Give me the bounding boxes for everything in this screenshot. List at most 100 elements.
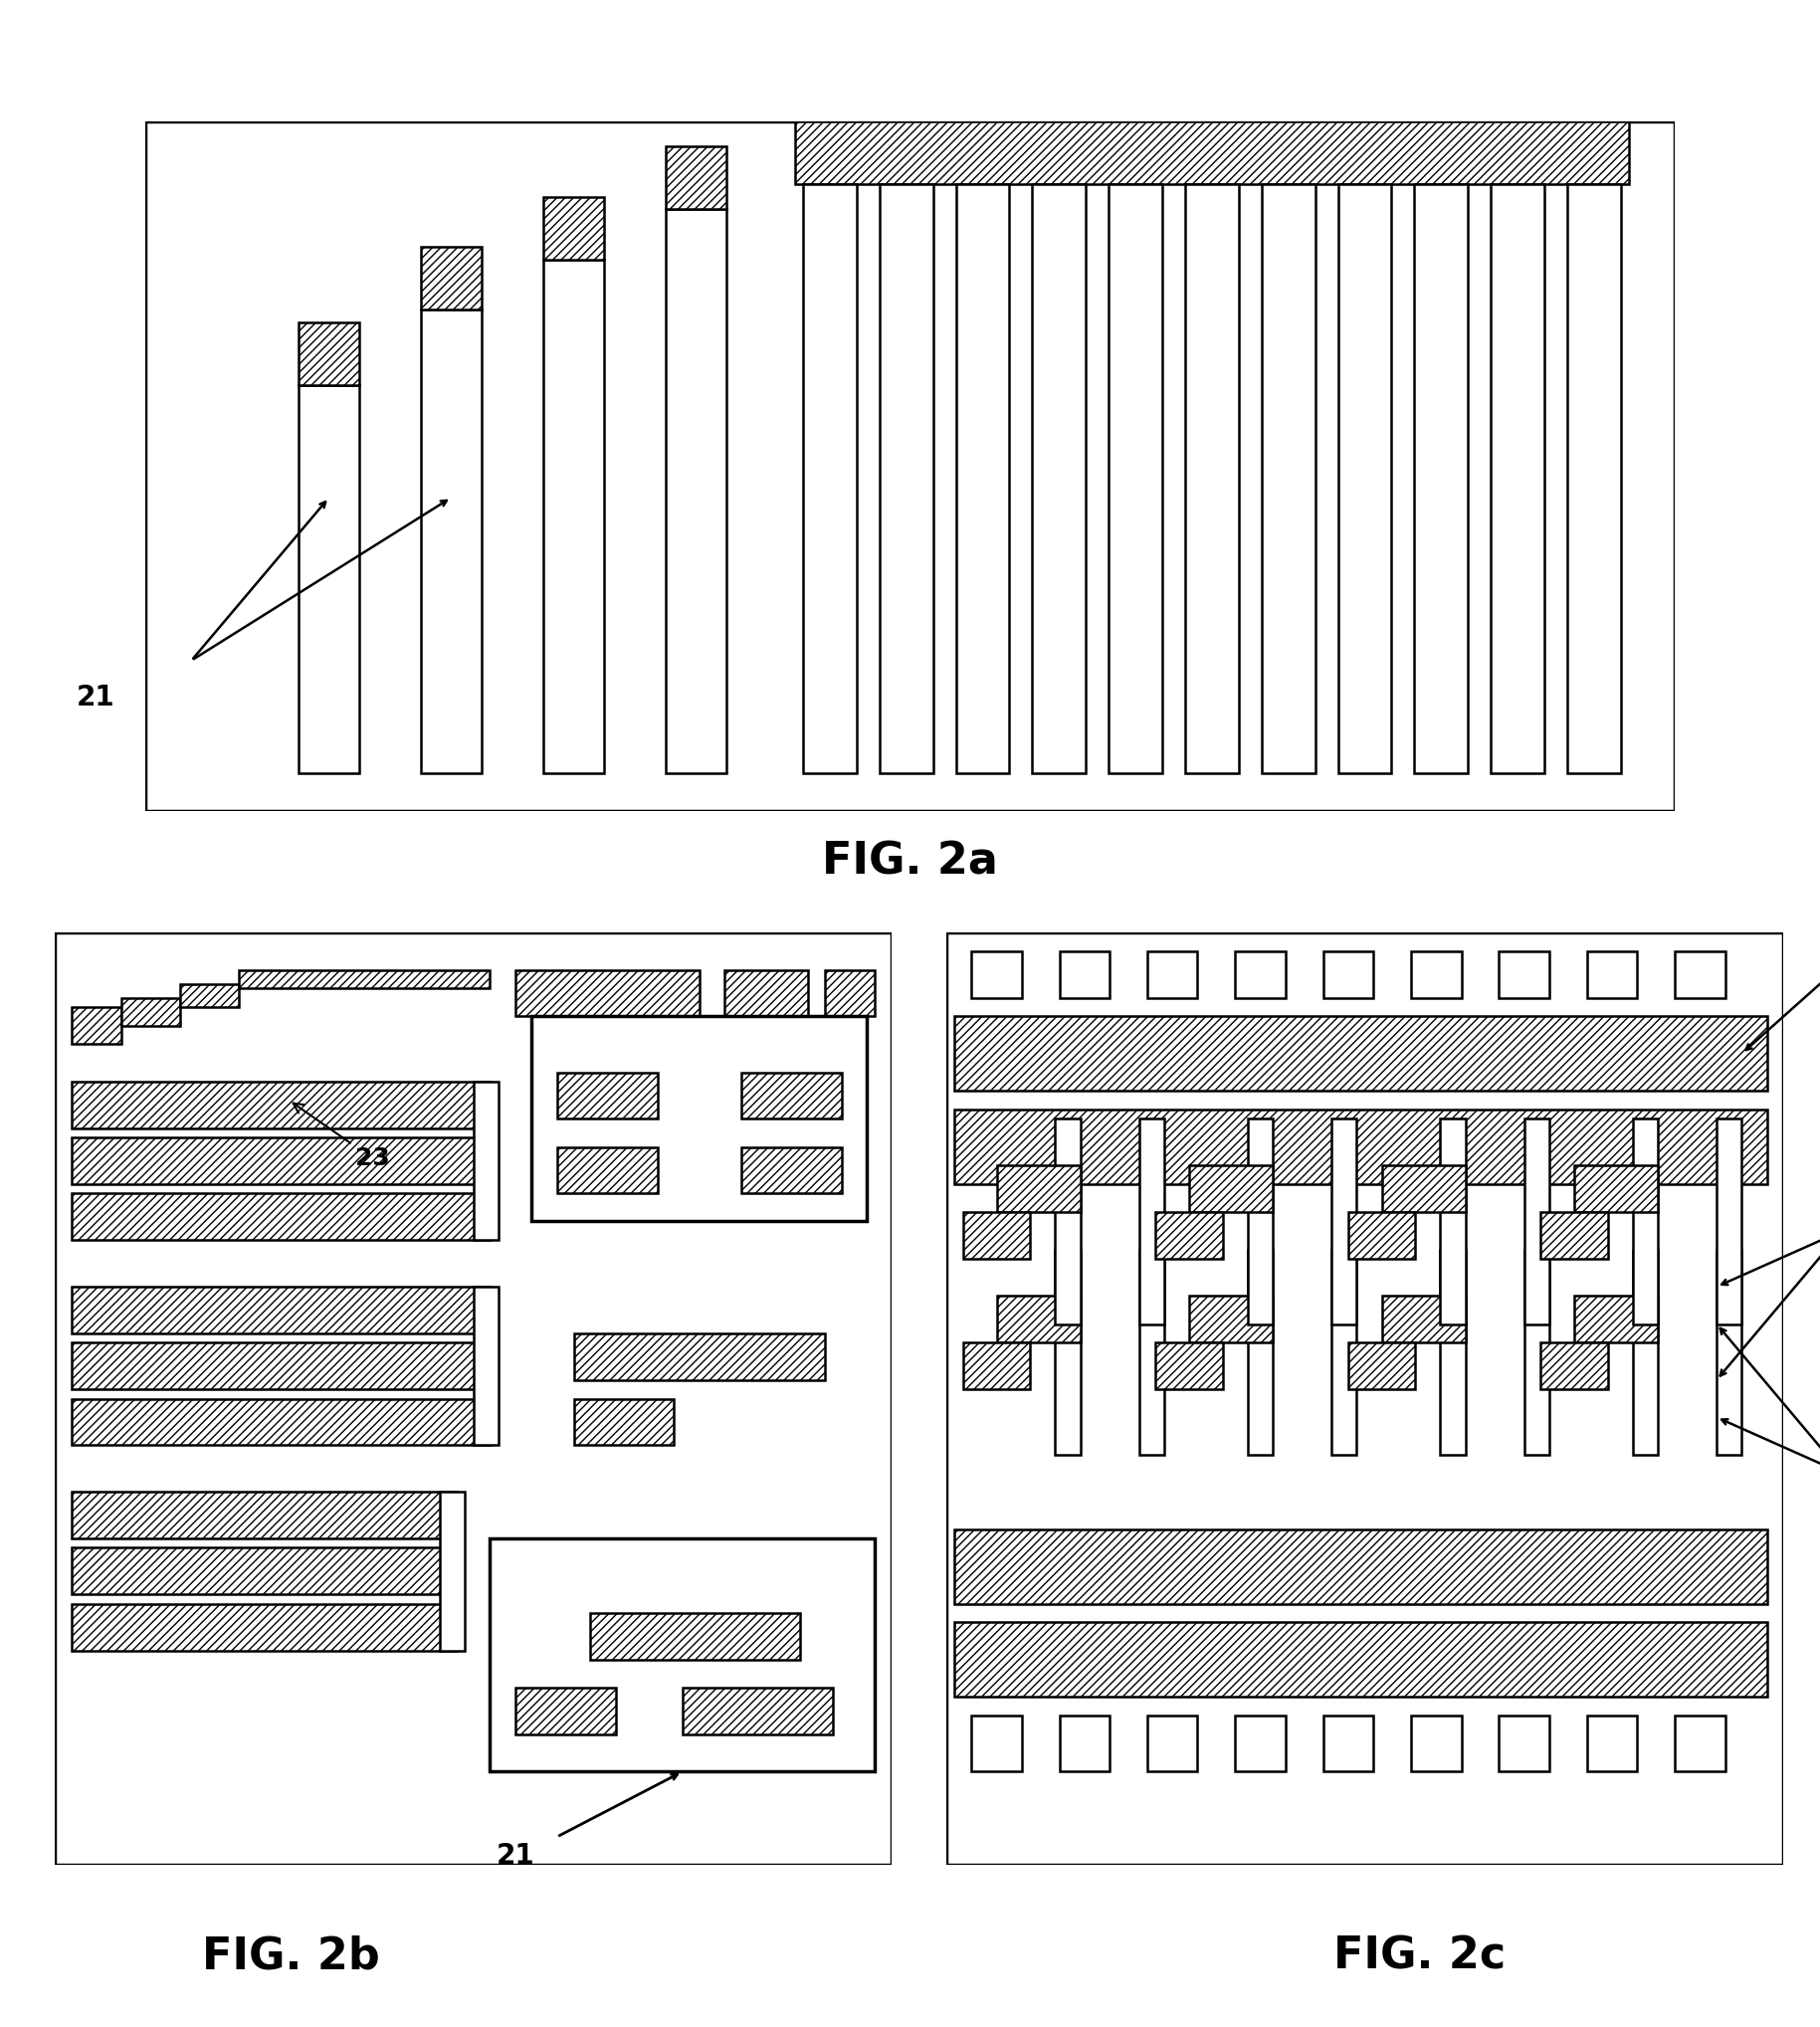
Bar bbox=[1381, 1295, 1465, 1342]
Bar bbox=[71, 1137, 490, 1184]
Bar bbox=[741, 1072, 841, 1119]
Bar bbox=[1349, 1212, 1416, 1259]
Bar bbox=[1236, 1715, 1285, 1772]
Bar bbox=[997, 1295, 1081, 1342]
Bar bbox=[542, 197, 604, 259]
Bar bbox=[1500, 951, 1549, 997]
Bar bbox=[71, 1603, 457, 1650]
Bar bbox=[956, 184, 1010, 772]
Bar bbox=[1414, 184, 1469, 772]
Text: FIG. 2c: FIG. 2c bbox=[1334, 1934, 1505, 1978]
Bar bbox=[490, 1538, 875, 1772]
Bar bbox=[515, 969, 699, 1016]
Bar bbox=[666, 209, 726, 772]
Bar bbox=[1323, 951, 1374, 997]
Bar bbox=[420, 247, 482, 310]
Bar bbox=[440, 1492, 464, 1650]
Bar bbox=[1332, 1119, 1356, 1324]
Bar bbox=[1542, 1212, 1607, 1259]
Bar bbox=[71, 1082, 490, 1129]
Bar bbox=[1410, 951, 1461, 997]
Bar bbox=[963, 1212, 1030, 1259]
Bar bbox=[1032, 184, 1087, 772]
Bar bbox=[298, 322, 360, 385]
Bar bbox=[1716, 1249, 1742, 1455]
Bar bbox=[1500, 1715, 1549, 1772]
Bar bbox=[1523, 1119, 1549, 1324]
Text: FIG. 2a: FIG. 2a bbox=[823, 839, 997, 884]
Bar bbox=[573, 1399, 673, 1445]
Bar bbox=[972, 951, 1021, 997]
Bar bbox=[1139, 1249, 1165, 1455]
Bar bbox=[972, 1715, 1021, 1772]
Bar bbox=[71, 1549, 457, 1595]
Bar bbox=[741, 1147, 841, 1194]
Bar bbox=[956, 1016, 1767, 1091]
Bar bbox=[1249, 1119, 1272, 1324]
Bar bbox=[71, 1194, 490, 1241]
Bar bbox=[1567, 184, 1622, 772]
Bar bbox=[1574, 1295, 1658, 1342]
Bar bbox=[1716, 1119, 1742, 1324]
Bar bbox=[515, 1688, 615, 1735]
Bar bbox=[1059, 1715, 1110, 1772]
Bar bbox=[1188, 1295, 1272, 1342]
Bar bbox=[824, 969, 875, 1016]
Bar bbox=[1323, 1715, 1374, 1772]
Bar bbox=[1542, 1342, 1607, 1388]
Bar bbox=[1059, 951, 1110, 997]
Bar bbox=[1332, 1249, 1356, 1455]
Bar bbox=[1056, 1249, 1081, 1455]
Bar bbox=[420, 310, 482, 772]
Bar bbox=[1633, 1119, 1658, 1324]
Bar bbox=[956, 1622, 1767, 1697]
Text: 21: 21 bbox=[495, 1843, 535, 1869]
Bar bbox=[1338, 184, 1392, 772]
Bar bbox=[1491, 184, 1545, 772]
Bar bbox=[997, 1166, 1081, 1212]
Text: FIG. 2b: FIG. 2b bbox=[202, 1934, 380, 1978]
Bar bbox=[1156, 1342, 1223, 1388]
Bar bbox=[71, 1399, 490, 1445]
Bar bbox=[1440, 1119, 1465, 1324]
Bar bbox=[1261, 184, 1316, 772]
Bar bbox=[1147, 951, 1198, 997]
Bar bbox=[1147, 1715, 1198, 1772]
Bar bbox=[180, 983, 238, 1007]
Bar bbox=[298, 385, 360, 772]
Bar bbox=[71, 1287, 490, 1334]
Bar bbox=[573, 1334, 824, 1380]
Bar bbox=[1440, 1249, 1465, 1455]
Bar bbox=[531, 1016, 866, 1222]
Bar bbox=[963, 1342, 1030, 1388]
Bar bbox=[1587, 1715, 1638, 1772]
Text: 23: 23 bbox=[293, 1103, 389, 1170]
Bar bbox=[956, 1528, 1767, 1603]
Bar bbox=[1674, 1715, 1725, 1772]
Bar bbox=[71, 1007, 122, 1044]
Bar bbox=[1381, 1166, 1465, 1212]
Bar bbox=[1349, 1342, 1416, 1388]
Bar bbox=[71, 1492, 457, 1538]
Bar bbox=[956, 1109, 1767, 1184]
Bar bbox=[542, 259, 604, 772]
Bar bbox=[238, 969, 490, 989]
Bar bbox=[122, 997, 180, 1026]
Bar bbox=[803, 184, 857, 772]
Bar bbox=[1574, 1166, 1658, 1212]
Bar bbox=[1108, 184, 1163, 772]
Bar bbox=[1674, 951, 1725, 997]
Bar bbox=[1139, 1119, 1165, 1324]
Bar bbox=[590, 1613, 799, 1660]
Bar bbox=[724, 969, 808, 1016]
Bar bbox=[1249, 1249, 1272, 1455]
Bar bbox=[879, 184, 934, 772]
Bar bbox=[1056, 1119, 1081, 1324]
Bar bbox=[1188, 1166, 1272, 1212]
Bar bbox=[71, 1342, 490, 1388]
Bar bbox=[1185, 184, 1239, 772]
Bar bbox=[1587, 951, 1638, 997]
Text: 21: 21 bbox=[76, 683, 115, 711]
Bar bbox=[666, 146, 726, 209]
Bar bbox=[1236, 951, 1285, 997]
